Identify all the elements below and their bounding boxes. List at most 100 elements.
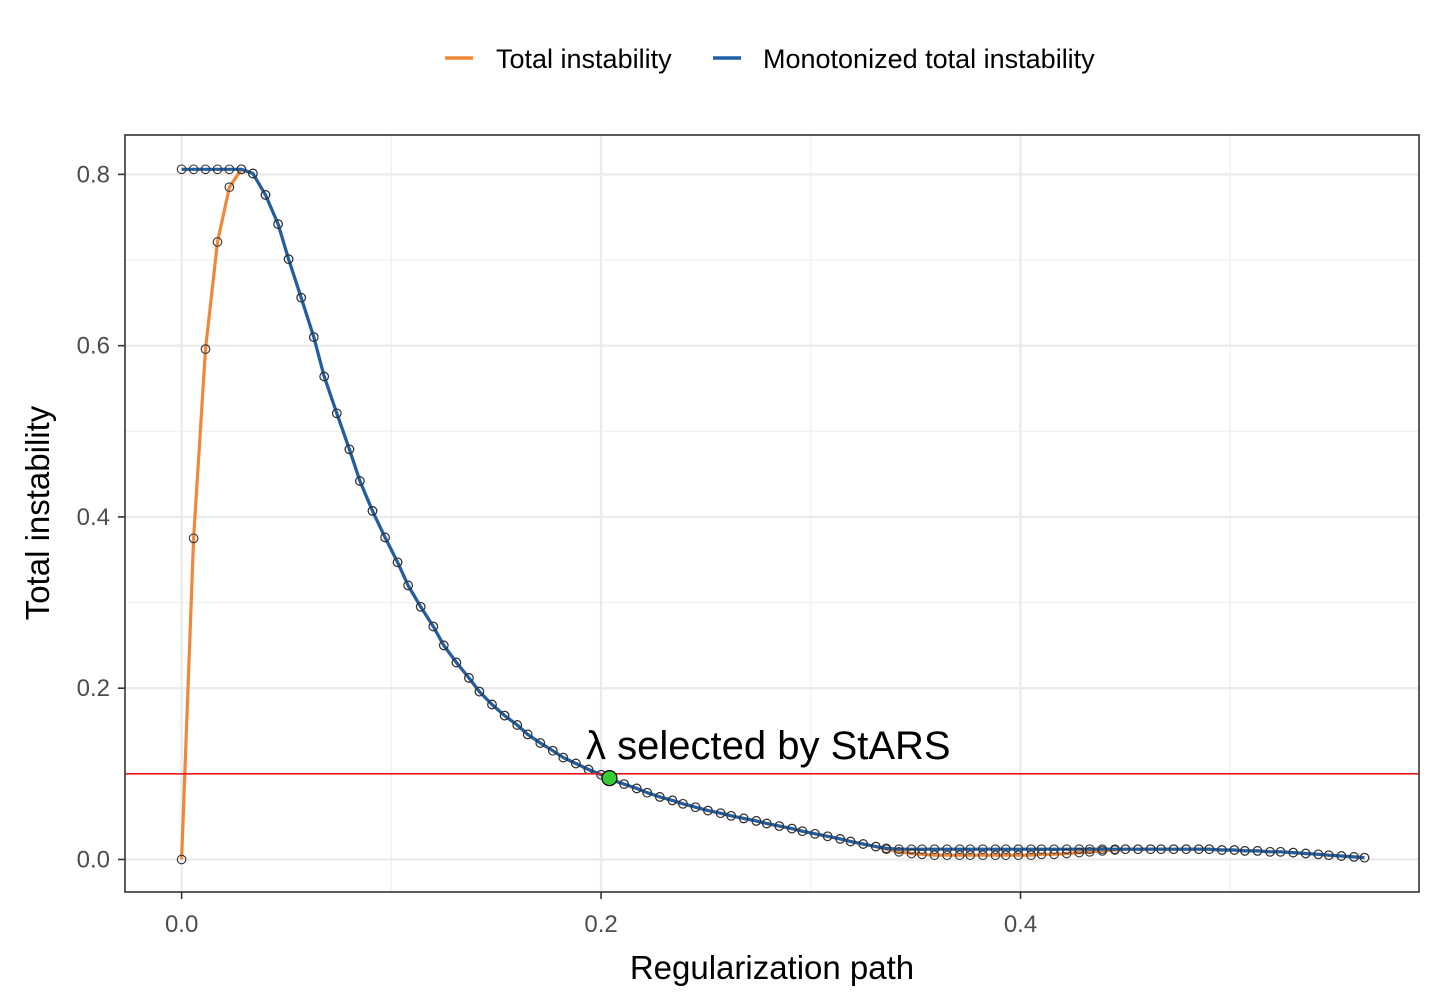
point-monotonized <box>1145 844 1156 855</box>
legend: Total instability Monotonized total inst… <box>445 44 1095 74</box>
point-monotonized <box>1193 844 1204 855</box>
point-monotonized <box>1288 847 1299 858</box>
series-lines <box>180 167 1365 860</box>
plot-panel: λ selected by StARS <box>124 134 1420 893</box>
point-monotonized <box>917 844 927 855</box>
point-monotonized <box>977 844 988 855</box>
point-monotonized <box>451 657 462 668</box>
point-monotonized <box>1313 849 1324 860</box>
point-monotonized <box>558 752 569 763</box>
y-tick-label: 0.6 <box>77 333 110 360</box>
point-monotonized <box>344 444 355 455</box>
point-monotonized <box>1000 844 1011 855</box>
point-monotonized <box>1074 844 1085 855</box>
point-monotonized <box>380 532 390 543</box>
legend-label-total: Total instability <box>496 44 672 74</box>
x-axis-title: Regularization path <box>630 949 914 986</box>
point-monotonized <box>761 818 772 829</box>
point-monotonized <box>1323 850 1334 861</box>
panel-border <box>124 134 1420 893</box>
point-monotonized <box>835 834 846 844</box>
point-monotonized <box>678 798 688 809</box>
point-monotonized <box>1036 844 1047 855</box>
point-monotonized <box>942 844 952 855</box>
point-monotonized <box>547 745 558 756</box>
point-monotonized <box>1133 844 1143 855</box>
point-monotonized <box>738 813 749 824</box>
point-monotonized <box>1300 848 1311 859</box>
point-monotonized <box>535 738 546 748</box>
x-tick-label: 0.0 <box>165 911 198 938</box>
point-monotonized <box>1275 846 1286 857</box>
y-tick-label: 0.8 <box>77 161 110 188</box>
selected-lambda-point <box>601 770 618 787</box>
point-monotonized <box>428 621 439 632</box>
point-monotonized <box>308 332 319 342</box>
point-monotonized <box>1336 851 1347 861</box>
point-monotonized <box>474 686 485 697</box>
point-monotonized <box>787 823 797 834</box>
point-monotonized <box>212 164 223 175</box>
point-monotonized <box>654 792 665 802</box>
point-monotonized <box>906 844 917 855</box>
point-monotonized <box>283 254 294 265</box>
point-monotonized <box>355 476 365 486</box>
legend-label-monotonized: Monotonized total instability <box>763 44 1095 74</box>
point-total-instability <box>1026 850 1036 861</box>
point-monotonized <box>1013 844 1024 855</box>
point-total-instability <box>1061 848 1072 859</box>
point-total-instability <box>990 850 1001 861</box>
point-monotonized <box>642 787 653 798</box>
y-tick-label: 0.4 <box>77 504 110 531</box>
point-monotonized <box>726 810 736 821</box>
point-monotonized <box>1252 846 1263 856</box>
point-total-instability <box>977 850 988 861</box>
y-axis-ticks: 0.0 0.2 0.4 0.6 0.8 <box>77 161 125 873</box>
series-line-monotonized <box>181 167 1365 860</box>
point-monotonized <box>715 808 726 819</box>
point-monotonized <box>954 844 965 855</box>
point-monotonized <box>273 219 283 229</box>
point-monotonized <box>392 557 403 568</box>
point-monotonized <box>571 758 581 769</box>
point-monotonized <box>751 816 762 826</box>
point-total-instability <box>1049 849 1059 860</box>
panel-background <box>125 135 1419 892</box>
point-total-instability <box>894 846 904 857</box>
point-monotonized <box>990 844 1001 855</box>
point-monotonized <box>797 826 808 837</box>
point-total-instability <box>200 344 211 354</box>
point-monotonized <box>236 164 247 175</box>
point-monotonized <box>522 729 533 740</box>
x-tick-label: 0.2 <box>584 911 617 938</box>
point-monotonized <box>870 841 881 852</box>
data-points <box>176 164 1370 865</box>
point-monotonized <box>200 164 211 175</box>
x-axis-ticks: 0.0 0.2 0.4 <box>165 892 1037 938</box>
point-monotonized <box>1061 844 1072 855</box>
point-monotonized <box>822 831 833 842</box>
point-total-instability <box>906 848 917 859</box>
point-total-instability <box>954 850 965 861</box>
point-monotonized <box>1217 845 1227 855</box>
point-monotonized <box>1110 844 1120 855</box>
point-total-instability <box>942 850 952 861</box>
y-tick-label: 0.2 <box>77 675 110 702</box>
point-monotonized <box>690 802 701 813</box>
point-monotonized <box>224 164 235 175</box>
point-monotonized <box>248 168 258 179</box>
point-total-instability <box>1013 850 1024 861</box>
point-monotonized <box>487 699 497 710</box>
point-monotonized <box>367 506 378 516</box>
point-monotonized <box>260 190 271 200</box>
x-tick-label: 0.4 <box>1004 911 1037 938</box>
point-monotonized <box>1084 844 1095 855</box>
point-monotonized <box>703 805 713 816</box>
y-tick-label: 0.0 <box>77 846 110 873</box>
point-monotonized <box>810 828 820 839</box>
point-monotonized <box>512 720 523 730</box>
point-monotonized <box>929 844 940 855</box>
point-monotonized <box>858 839 869 849</box>
point-monotonized <box>296 292 307 303</box>
